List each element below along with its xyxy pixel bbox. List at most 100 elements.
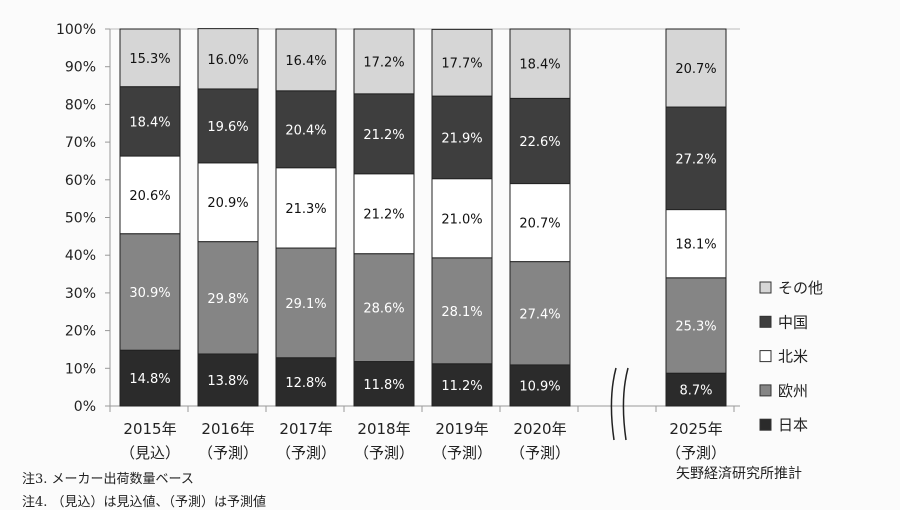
data-label: 8.7%	[679, 384, 712, 399]
data-label: 21.3%	[285, 202, 326, 217]
data-label: 29.8%	[207, 292, 248, 307]
bar-segment-その他	[119, 28, 181, 88]
data-label: 30.9%	[129, 286, 170, 301]
axis-break-mark	[622, 367, 629, 441]
legend-swatch-北米	[759, 350, 772, 363]
bar-segment-中国	[275, 90, 337, 169]
x-tick-label-sub: （予測）	[432, 444, 492, 462]
axis-break-mark	[610, 367, 617, 441]
data-label: 20.4%	[285, 123, 326, 138]
y-tick-label: 60%	[65, 173, 96, 189]
data-label: 11.2%	[441, 379, 482, 394]
y-tick-label: 40%	[65, 248, 96, 264]
y-tick-label: 100%	[56, 22, 96, 38]
data-label: 18.4%	[519, 58, 560, 73]
data-label: 25.3%	[675, 320, 716, 335]
x-tick-label-sub: （予測）	[198, 444, 258, 462]
y-tick-label: 80%	[65, 97, 96, 113]
x-tick-label-sub: （予測）	[354, 444, 414, 462]
bar-segment-その他	[197, 28, 259, 90]
data-label: 21.9%	[441, 131, 482, 146]
data-label: 27.2%	[675, 152, 716, 167]
data-label: 22.6%	[519, 135, 560, 150]
bar-segment-日本	[509, 364, 571, 407]
bar-segment-その他	[665, 28, 727, 108]
legend-label: 日本	[778, 416, 808, 434]
bar-segment-その他	[509, 28, 571, 99]
data-label: 10.9%	[519, 379, 560, 394]
bar-segment-欧州	[665, 277, 727, 374]
x-tick-label-sub: （予測）	[666, 444, 726, 462]
x-tick-label-sub: （予測）	[510, 444, 570, 462]
note-3: 注3. メーカー出荷数量ベース	[22, 472, 194, 487]
legend-label: 欧州	[778, 382, 808, 400]
data-label: 21.2%	[363, 208, 404, 223]
bar-segment-中国	[431, 95, 493, 180]
x-tick-label: 2016年	[201, 420, 254, 438]
bar-segment-日本	[119, 349, 181, 407]
y-tick-label: 70%	[65, 135, 96, 151]
data-label: 27.4%	[519, 307, 560, 322]
bar-segment-北米	[119, 155, 181, 235]
bar-segment-日本	[665, 372, 727, 407]
data-label: 11.8%	[363, 378, 404, 393]
data-label: 28.6%	[363, 302, 404, 317]
bar-segment-北米	[275, 167, 337, 249]
legend-swatch-日本	[759, 418, 772, 431]
x-tick-label: 2019年	[435, 420, 488, 438]
x-tick-label: 2017年	[279, 420, 332, 438]
data-label: 14.8%	[129, 372, 170, 387]
note-4: 注4. （見込）は見込値、（予測）は予測値	[22, 495, 267, 510]
bar-segment-北米	[665, 209, 727, 279]
bar-segment-中国	[665, 106, 727, 211]
data-label: 20.7%	[675, 62, 716, 77]
y-tick-label: 0%	[74, 399, 96, 415]
y-tick-label: 50%	[65, 211, 96, 227]
y-tick-label: 20%	[65, 324, 96, 340]
y-tick-label: 10%	[65, 361, 96, 377]
data-label: 28.1%	[441, 305, 482, 320]
data-label: 20.7%	[519, 217, 560, 232]
data-label: 29.1%	[285, 297, 326, 312]
data-label: 18.1%	[675, 238, 716, 253]
legend-swatch-中国	[759, 315, 772, 328]
y-tick-label: 90%	[65, 60, 96, 76]
data-label: 16.0%	[207, 53, 248, 68]
data-label: 12.8%	[285, 376, 326, 391]
bar-segment-欧州	[509, 261, 571, 366]
bar-segment-欧州	[197, 241, 259, 355]
data-label: 15.3%	[129, 52, 170, 67]
bar-segment-中国	[353, 93, 415, 175]
bar-segment-中国	[197, 88, 259, 164]
data-label: 21.2%	[363, 128, 404, 143]
source-text: 矢野経済研究所推計	[676, 466, 802, 482]
legend-label: 中国	[778, 313, 808, 331]
bar-segment-その他	[275, 28, 337, 92]
bar-segment-その他	[353, 28, 415, 95]
data-label: 21.0%	[441, 212, 482, 227]
legend-swatch-欧州	[759, 384, 772, 397]
bar-segment-欧州	[431, 257, 493, 365]
data-label: 20.6%	[129, 189, 170, 204]
legend-swatch-その他	[759, 281, 772, 294]
x-tick-label: 2025年	[669, 420, 722, 438]
x-tick-label: 2020年	[513, 420, 566, 438]
bar-segment-その他	[431, 28, 493, 97]
legend-label: 北米	[778, 348, 808, 366]
x-tick-label: 2015年	[123, 420, 176, 438]
bar-segment-北米	[509, 183, 571, 263]
data-label: 18.4%	[129, 115, 170, 130]
data-label: 20.9%	[207, 196, 248, 211]
data-label: 16.4%	[285, 54, 326, 69]
bar-segment-日本	[197, 353, 259, 407]
x-tick-label-sub: （見込）	[120, 444, 180, 462]
data-label: 13.8%	[207, 374, 248, 389]
x-tick-label-sub: （予測）	[276, 444, 336, 462]
x-tick-label: 2018年	[357, 420, 410, 438]
bar-segment-欧州	[353, 253, 415, 363]
data-label: 17.2%	[363, 55, 404, 70]
bar-segment-中国	[509, 97, 571, 185]
legend-label: その他	[778, 279, 823, 297]
bar-segment-中国	[119, 86, 181, 157]
